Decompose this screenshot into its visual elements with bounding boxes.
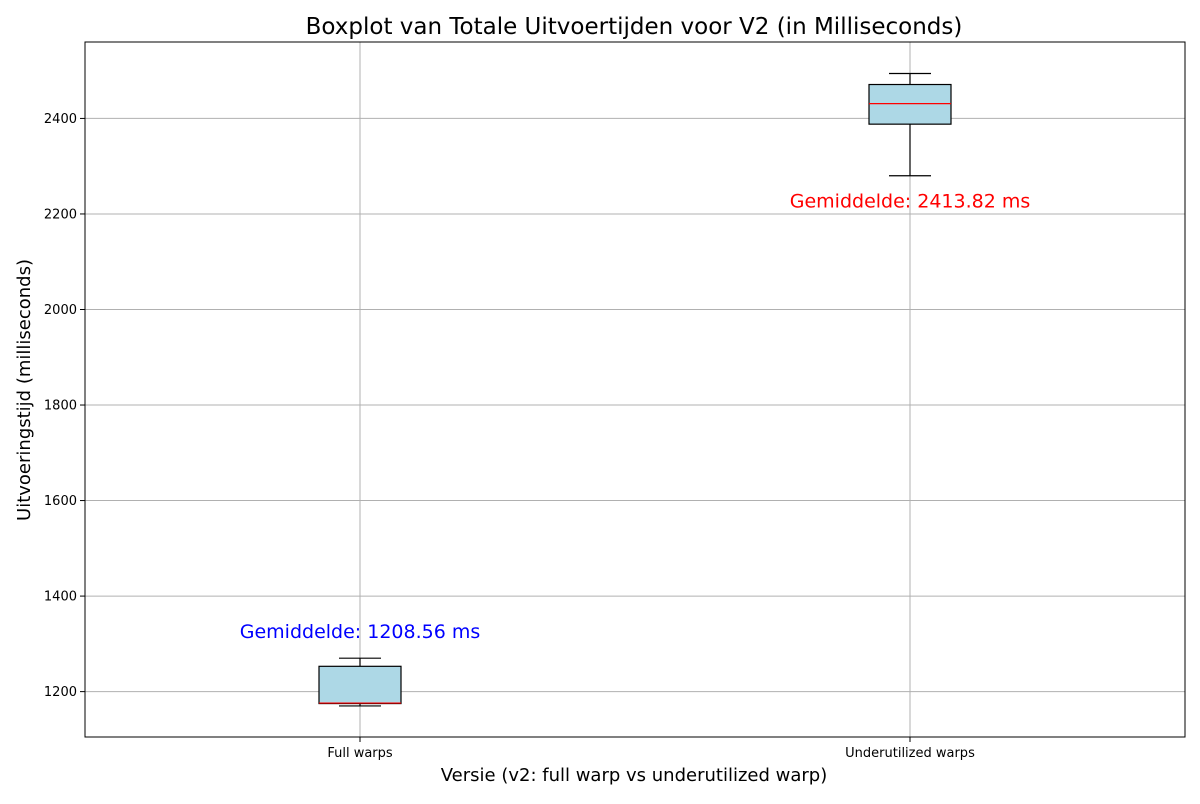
mean-annotation: Gemiddelde: 2413.82 ms [790,191,1031,213]
y-tick-label: 1600 [44,494,77,509]
mean-annotation: Gemiddelde: 1208.56 ms [240,621,481,643]
y-tick-label: 1400 [44,590,77,605]
y-axis-label: Uitvoeringstijd (milliseconds) [14,259,35,521]
grid-lines [85,42,1185,737]
y-tick-label: 2200 [44,207,77,222]
box-iqr [868,83,952,125]
box-group: Gemiddelde: 2413.82 ms [790,72,1031,213]
y-tick-label: 2400 [44,112,77,127]
plot-frame [84,41,1186,738]
box-group: Gemiddelde: 1208.56 ms [240,621,481,707]
y-tick-label: 1200 [44,685,77,700]
x-tick-label: Full warps [327,746,393,761]
box-iqr [318,665,402,705]
axes: 1200 1400 1600 1800 2000 2200 2400 Full warps Un… [44,41,1186,761]
chart-title: Boxplot van Totale Uitvoertijden voor V2… [306,14,963,40]
y-tick-label: 2000 [44,303,77,318]
plot-area: Gemiddelde: 1208.56 ms Gemiddelde: 2413.8… [240,72,1031,707]
y-tick-label: 1800 [44,399,77,414]
x-tick-label: Underutilized warps [845,746,975,761]
x-axis-label: Versie (v2: full warp vs underutilized w… [441,765,827,786]
